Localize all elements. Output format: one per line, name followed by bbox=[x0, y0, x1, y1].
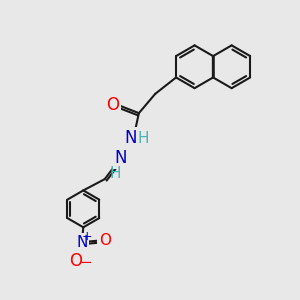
Text: H: H bbox=[110, 166, 121, 181]
Text: −: − bbox=[79, 255, 92, 270]
Text: +: + bbox=[82, 230, 92, 243]
Text: N: N bbox=[76, 235, 88, 250]
Text: H: H bbox=[137, 131, 149, 146]
Text: O: O bbox=[106, 96, 118, 114]
Text: N: N bbox=[124, 128, 137, 146]
Text: N: N bbox=[115, 149, 127, 167]
Text: O: O bbox=[69, 253, 82, 271]
Text: O: O bbox=[99, 233, 111, 248]
